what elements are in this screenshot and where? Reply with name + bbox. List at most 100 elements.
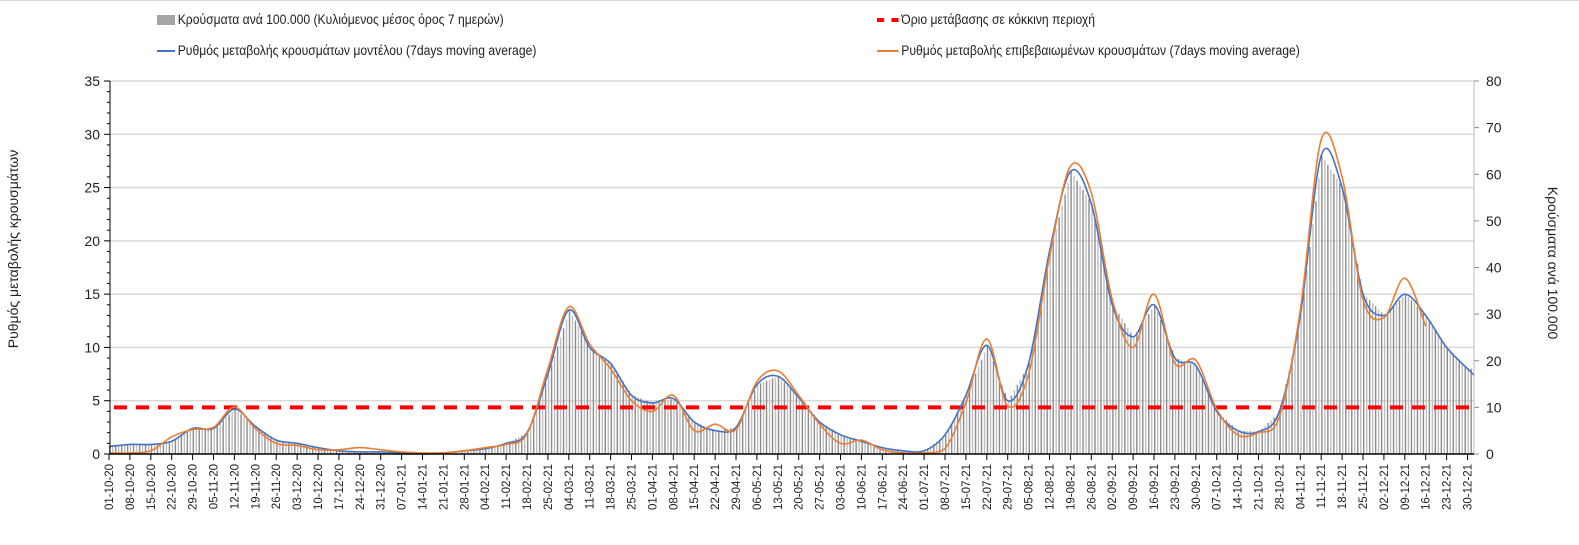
y-tick-label-right: 20	[1486, 353, 1502, 369]
y-tick-label-left: 25	[84, 180, 100, 196]
bar	[1369, 300, 1370, 454]
bar	[1073, 176, 1074, 454]
bar	[255, 426, 256, 454]
bar	[219, 423, 220, 454]
bar	[599, 354, 600, 454]
x-tick-label: 01-10-20	[104, 464, 116, 510]
x-tick-label: 09-09-21	[1128, 464, 1140, 510]
x-tick-label: 16-12-21	[1421, 464, 1433, 510]
bar	[661, 401, 662, 454]
bar	[1321, 156, 1322, 454]
bar	[530, 424, 531, 454]
bar	[1429, 320, 1430, 454]
bar	[252, 424, 253, 454]
bar	[1426, 316, 1427, 454]
x-tick-label: 25-02-21	[543, 464, 555, 510]
bar	[1247, 431, 1248, 454]
x-tick-label: 04-03-21	[564, 464, 576, 510]
bar	[969, 388, 970, 454]
bar	[533, 416, 534, 454]
bar	[1450, 350, 1451, 454]
bar	[187, 432, 188, 454]
bar	[1058, 217, 1059, 454]
x-tick-label: 25-11-21	[1358, 464, 1370, 509]
bar	[835, 431, 836, 454]
bar	[1351, 233, 1352, 454]
bar	[560, 338, 561, 454]
bar	[237, 412, 238, 454]
bar	[1300, 316, 1301, 454]
bar	[739, 421, 740, 454]
bar	[566, 319, 567, 454]
x-tick-label: 02-09-21	[1107, 464, 1119, 510]
bar	[808, 408, 809, 454]
bar	[838, 433, 839, 454]
bar	[1453, 353, 1454, 454]
bar	[1011, 396, 1012, 454]
y-tick-label-left: 20	[84, 233, 100, 249]
confirmed-line	[109, 132, 1426, 453]
bar	[1235, 428, 1236, 454]
legend-model: Ρυθμός μεταβολής κρουσμάτων μοντέλου (7d…	[157, 43, 536, 58]
bar	[1184, 361, 1185, 454]
bar	[190, 430, 191, 454]
x-tick-label: 26-08-21	[1086, 464, 1098, 510]
line-swatch-icon	[877, 50, 899, 52]
legend-model-label: Ρυθμός μεταβολής κρουσμάτων μοντέλου (7d…	[178, 43, 537, 58]
bar	[228, 415, 229, 454]
y-tick-label-right: 60	[1486, 166, 1502, 182]
bar	[811, 411, 812, 454]
bar	[1387, 312, 1388, 454]
bar	[1220, 414, 1221, 454]
bar	[1124, 323, 1125, 454]
x-tick-label: 29-07-21	[1003, 464, 1015, 510]
bar	[870, 444, 871, 454]
bar	[1118, 314, 1119, 454]
bar-swatch-icon	[157, 15, 175, 25]
bar	[214, 428, 215, 454]
legend-bars: Κρούσματα ανά 100.000 (Κυλιόμενος μέσος …	[157, 12, 504, 27]
bar	[1044, 284, 1045, 454]
x-tick-label: 20-05-21	[794, 464, 806, 510]
bar	[279, 440, 280, 454]
bar	[587, 342, 588, 454]
bar	[309, 446, 310, 454]
bar	[1196, 365, 1197, 454]
bar	[1067, 183, 1068, 454]
bar	[1079, 185, 1080, 454]
bar	[1438, 334, 1439, 454]
bar	[1109, 290, 1110, 454]
bar	[640, 398, 641, 454]
bar	[1106, 276, 1107, 454]
bar	[306, 445, 307, 454]
x-tick-label: 21-01-21	[438, 464, 450, 510]
bar	[1327, 165, 1328, 454]
bar	[1420, 309, 1421, 454]
x-tick-label: 18-03-21	[606, 464, 618, 510]
bar	[1055, 229, 1056, 454]
x-tick-label: 23-12-21	[1442, 464, 1454, 510]
bar	[288, 442, 289, 454]
bar	[760, 383, 761, 454]
bar	[763, 382, 764, 454]
bar	[757, 385, 758, 454]
bar	[1166, 335, 1167, 454]
bar	[231, 412, 232, 454]
bar	[202, 428, 203, 454]
x-tick-label: 23-09-21	[1170, 464, 1182, 510]
bar	[1241, 431, 1242, 454]
y-axis-title-left: Ρυθμός μεταβολής κρουσμάτων	[5, 150, 21, 348]
bar	[1465, 366, 1466, 454]
x-tick-label: 10-12-20	[313, 464, 325, 510]
x-tick-label: 15-07-21	[961, 464, 973, 510]
bar	[1372, 303, 1373, 454]
bar	[790, 388, 791, 454]
bar	[849, 438, 850, 454]
bar	[996, 369, 997, 454]
bar	[736, 427, 737, 454]
bar	[676, 402, 677, 454]
bar	[181, 436, 182, 454]
bar	[1133, 337, 1134, 454]
bar	[545, 383, 546, 454]
